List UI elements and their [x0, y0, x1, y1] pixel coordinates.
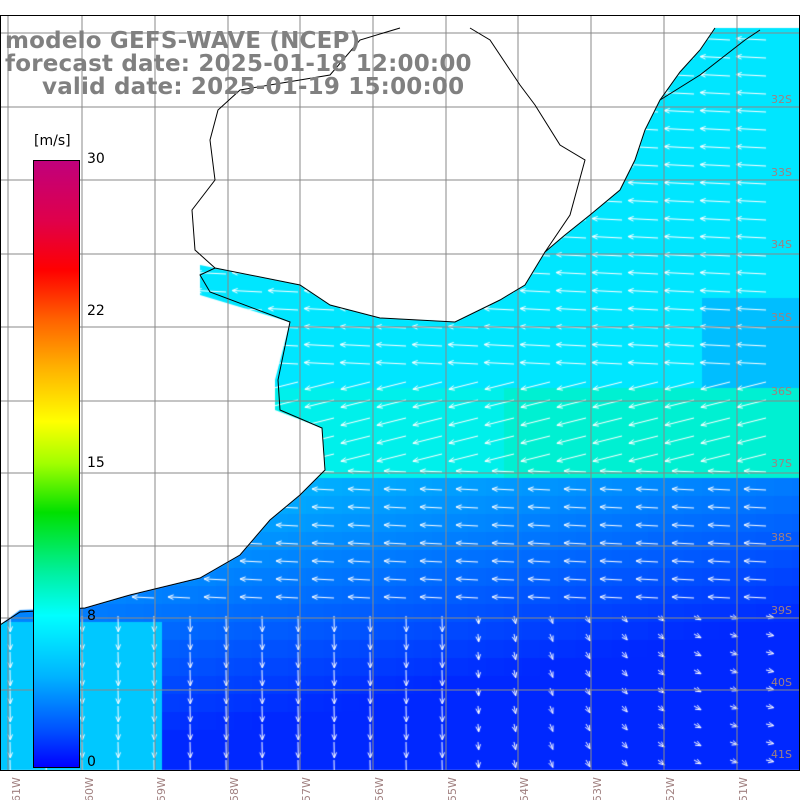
lon-label: 61W [10, 777, 23, 800]
lon-label: 54W [518, 777, 531, 800]
uruguay-coast [469, 27, 586, 253]
lat-label: 36S [771, 385, 792, 398]
colorbar-tick: 22 [87, 303, 105, 319]
river-plate-north-shore [191, 27, 401, 269]
forecast-date: forecast date: 2025-01-18 12:00:00 [5, 51, 472, 77]
colorbar-tick: 0 [87, 754, 96, 770]
lat-lon-grid [0, 15, 800, 771]
lat-label: 38S [771, 531, 792, 544]
colorbar-unit: [m/s] [34, 133, 71, 149]
lat-label: 41S [771, 748, 792, 761]
lon-label: 52W [664, 777, 677, 800]
colorbar-tick: 8 [87, 608, 96, 624]
lat-label: 32S [771, 93, 792, 106]
lat-label: 35S [771, 311, 792, 324]
lon-label: 59W [155, 777, 168, 800]
lat-label: 37S [771, 457, 792, 470]
lon-label: 51W [737, 777, 750, 800]
lon-label: 60W [83, 777, 96, 800]
lon-label: 53W [591, 777, 604, 800]
colorbar-tick: 15 [87, 455, 105, 471]
lat-label: 39S [771, 604, 792, 617]
lon-label: 58W [228, 777, 241, 800]
coastline [0, 27, 716, 626]
valid-date: valid date: 2025-01-19 15:00:00 [42, 74, 465, 100]
lon-label: 55W [446, 777, 459, 800]
lagoa-coast [659, 29, 761, 101]
lon-label: 56W [373, 777, 386, 800]
lat-label: 34S [771, 238, 792, 251]
map-frame [0, 15, 800, 771]
lon-label: 57W [300, 777, 313, 800]
colorbar [33, 160, 80, 768]
lat-label: 33S [771, 166, 792, 179]
model-title: modelo GEFS-WAVE (NCEP) [5, 28, 361, 54]
lat-label: 40S [771, 676, 792, 689]
colorbar-tick: 30 [87, 151, 105, 167]
